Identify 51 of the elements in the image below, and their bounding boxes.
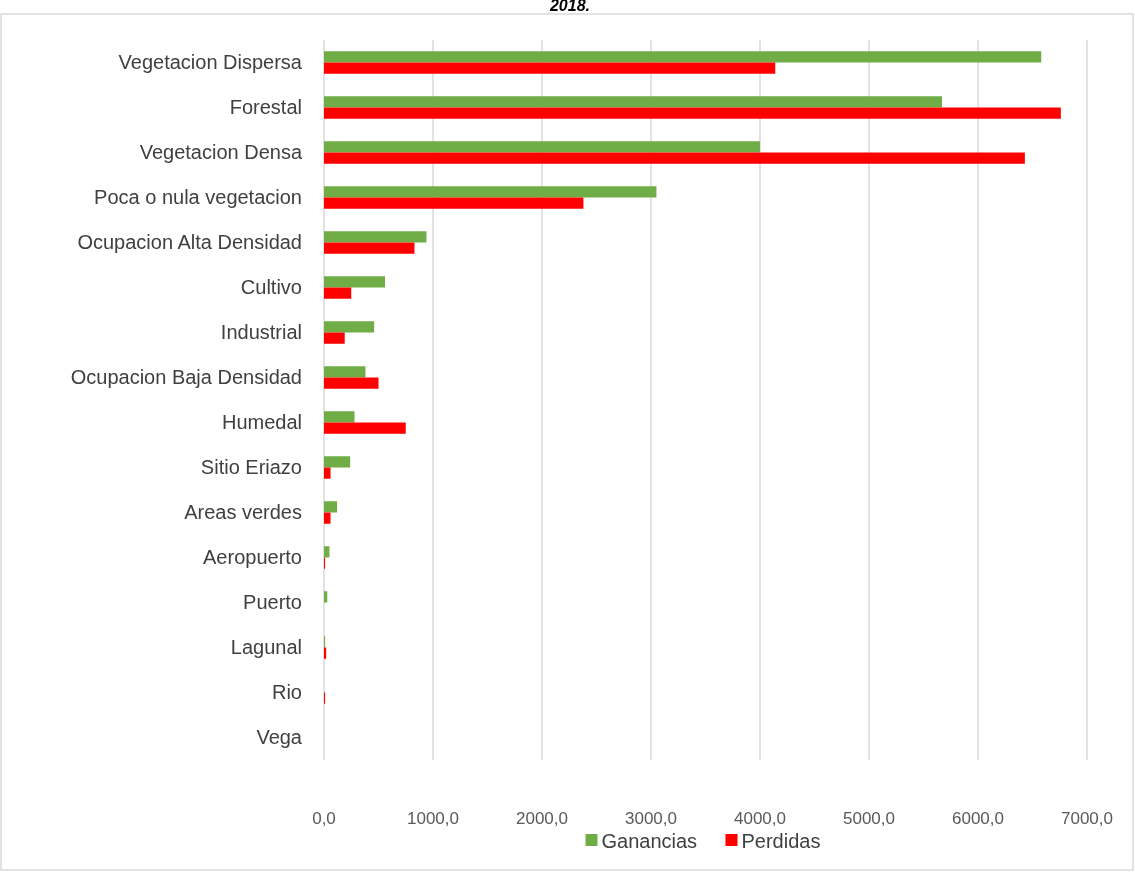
bar [324, 467, 331, 479]
x-tick-label: 2000,0 [516, 809, 568, 828]
bar [324, 186, 657, 198]
x-tick-label: 4000,0 [734, 809, 786, 828]
y-tick-label: Aeropuerto [203, 545, 302, 568]
bar [324, 141, 760, 153]
bar [324, 107, 1061, 119]
bar [324, 197, 584, 209]
x-tick-label: 5000,0 [843, 809, 895, 828]
y-tick-label: Ocupacion Alta Densidad [77, 230, 302, 253]
bar [324, 321, 375, 333]
x-tick-label: 7000,0 [1061, 809, 1113, 828]
y-tick-label: Industrial [220, 320, 302, 343]
legend-label: Ganancias [601, 830, 698, 852]
bar [324, 62, 776, 74]
bar [324, 287, 352, 299]
y-tick-label: Vegetacion Densa [139, 140, 303, 163]
bar [324, 96, 943, 108]
y-tick-label: Forestal [229, 95, 302, 118]
y-tick-label: Rio [271, 680, 302, 703]
bar [324, 51, 1042, 63]
bar [324, 456, 351, 468]
y-tick-label: Sitio Eriazo [200, 455, 302, 478]
y-tick-label: Ocupacion Baja Densidad [70, 365, 302, 388]
bar [324, 501, 338, 513]
bar [324, 152, 1025, 164]
y-tick-label: Vega [256, 725, 303, 748]
bar [324, 242, 415, 254]
x-tick-label: 0,0 [312, 809, 336, 828]
bar [324, 377, 379, 389]
legend-label: Perdidas [741, 830, 821, 852]
bar [324, 276, 386, 288]
bar [324, 411, 355, 423]
chart-title: 2018. [548, 0, 591, 14]
bar [324, 332, 345, 344]
y-tick-label: Puerto [243, 590, 302, 613]
y-tick-label: Areas verdes [184, 500, 302, 523]
x-tick-label: 1000,0 [407, 809, 459, 828]
y-tick-label: Poca o nula vegetacion [94, 185, 302, 208]
y-tick-label: Cultivo [240, 275, 302, 298]
bar [324, 366, 366, 378]
x-tick-label: 6000,0 [952, 809, 1004, 828]
y-tick-label: Lagunal [230, 635, 302, 658]
bar [324, 231, 427, 243]
bar [324, 546, 330, 558]
y-tick-label: Humedal [221, 410, 302, 433]
y-tick-label: Vegetacion Dispersa [118, 50, 303, 73]
bar [324, 512, 331, 524]
x-tick-label: 3000,0 [625, 809, 677, 828]
bar [324, 422, 406, 434]
bar [324, 591, 328, 603]
